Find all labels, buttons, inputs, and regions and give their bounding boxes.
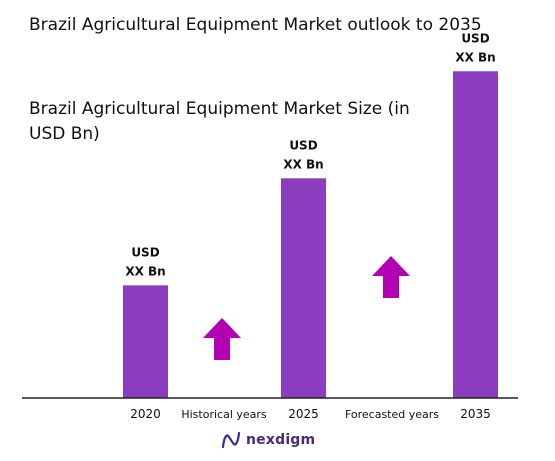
period-label-forecasted: Forecasted years bbox=[345, 408, 439, 421]
chart-subtitle: Brazil Agricultural Equipment Market Siz… bbox=[29, 99, 410, 144]
x-tick-2025: 2025 bbox=[288, 407, 319, 421]
bar-2020 bbox=[123, 285, 168, 398]
data-label-2035-line2: XX Bn bbox=[455, 50, 495, 64]
period-label-historical: Historical years bbox=[181, 408, 267, 421]
growth-arrow-historical-icon bbox=[203, 318, 241, 360]
chart-title: Brazil Agricultural Equipment Market out… bbox=[29, 15, 482, 35]
data-label-2025-line2: XX Bn bbox=[283, 157, 323, 171]
data-label-2020-line2: XX Bn bbox=[125, 264, 165, 278]
data-label-2025-line1: USD bbox=[289, 138, 317, 152]
x-tick-2020: 2020 bbox=[130, 407, 161, 421]
growth-arrow-forecast-icon bbox=[372, 256, 410, 298]
bar-2035 bbox=[453, 71, 498, 399]
brand-logo: nexdigm bbox=[221, 431, 315, 449]
x-tick-2035: 2035 bbox=[460, 407, 491, 421]
bar-2025 bbox=[281, 178, 326, 398]
brand-name: nexdigm bbox=[246, 432, 316, 448]
nexdigm-logo-icon bbox=[221, 431, 241, 449]
data-label-2020-line1: USD bbox=[131, 245, 159, 259]
data-label-2035-line1: USD bbox=[461, 31, 489, 45]
